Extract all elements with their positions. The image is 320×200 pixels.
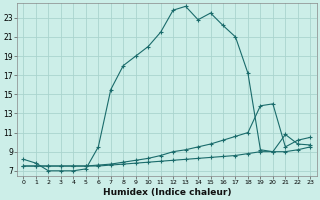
X-axis label: Humidex (Indice chaleur): Humidex (Indice chaleur): [103, 188, 231, 197]
